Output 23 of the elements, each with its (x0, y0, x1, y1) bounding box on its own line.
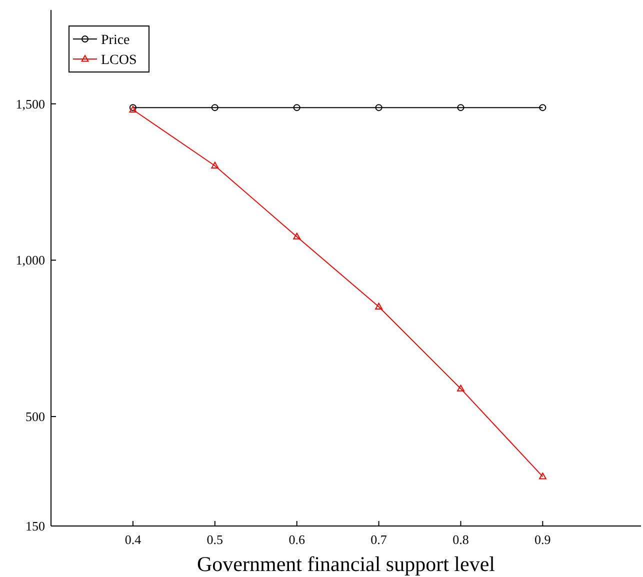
point (293, 232, 301, 240)
y-tick-label: 1,500 (16, 96, 45, 112)
point (457, 104, 464, 112)
point (293, 104, 300, 112)
x-tick-label: 0.5 (206, 532, 224, 547)
point (538, 472, 546, 480)
x-tick-label: 0.4 (124, 532, 142, 547)
point (539, 104, 546, 112)
y-tick-label: 1,000 (16, 252, 45, 268)
point (211, 104, 218, 112)
point (375, 104, 382, 112)
point (211, 162, 219, 168)
point (457, 384, 464, 392)
y-tick-label: 500 (26, 409, 45, 424)
x-tick-label: 0.9 (534, 532, 551, 547)
y-tick-label: 150 (26, 518, 45, 534)
legend-label: Price (101, 32, 130, 48)
point (375, 302, 382, 310)
x-axis-title: Government financial support level (197, 552, 496, 576)
x-tick-label: 0.8 (452, 532, 469, 547)
x-tick-label: 0.7 (370, 532, 388, 547)
legend-label: LCOS (101, 52, 137, 68)
x-tick-label: 0.6 (288, 532, 306, 547)
